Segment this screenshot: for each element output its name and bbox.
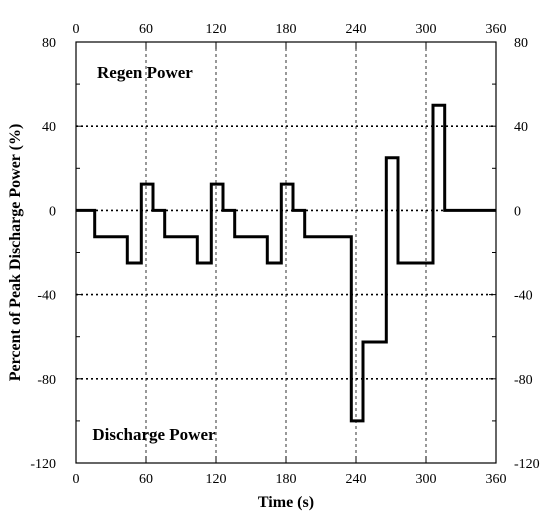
y-tick-label-right: 40 <box>514 120 528 135</box>
annotation-discharge-power: Discharge Power <box>92 425 216 444</box>
x-tick-label-top: 120 <box>206 22 227 37</box>
x-tick-label-bottom: 240 <box>346 472 367 487</box>
tick-labels: 0 0 60 60 120 120 180 180 240 240 300 300 360 360 80 80… <box>30 22 539 487</box>
y-tick-label-right: -40 <box>514 289 533 304</box>
x-tick-label-bottom: 60 <box>139 472 153 487</box>
y-tick-label-left: 80 <box>42 36 56 51</box>
tick-marks <box>75 41 497 464</box>
x-tick-label-bottom: 0 <box>73 472 80 487</box>
annotation-regen-power: Regen Power <box>97 63 193 82</box>
x-tick-label-top: 60 <box>139 22 153 37</box>
y-tick-label-left: -80 <box>37 373 56 388</box>
x-tick-label-bottom: 300 <box>416 472 437 487</box>
x-axis-title: Time (s) <box>258 494 314 511</box>
x-tick-label-top: 240 <box>346 22 367 37</box>
power-step-series <box>76 103 496 423</box>
y-tick-label-left: -120 <box>30 457 56 472</box>
x-tick-label-top: 360 <box>486 22 507 37</box>
series-layer <box>76 103 496 423</box>
grid <box>76 42 496 463</box>
y-tick-label-left: 0 <box>49 204 56 219</box>
x-tick-label-bottom: 180 <box>276 472 297 487</box>
y-tick-label-right: 80 <box>514 36 528 51</box>
x-tick-label-bottom: 120 <box>206 472 227 487</box>
x-tick-label-top: 180 <box>276 22 297 37</box>
y-tick-label-right: 0 <box>514 204 521 219</box>
y-tick-label-left: 40 <box>42 120 56 135</box>
y-axis-title: Percent of Peak Discharge Power (%) <box>7 124 24 382</box>
y-tick-label-right: -80 <box>514 373 533 388</box>
x-tick-label-bottom: 360 <box>486 472 507 487</box>
y-tick-label-right: -120 <box>514 457 540 472</box>
x-tick-label-top: 300 <box>416 22 437 37</box>
x-tick-label-top: 0 <box>73 22 80 37</box>
y-tick-label-left: -40 <box>37 289 56 304</box>
